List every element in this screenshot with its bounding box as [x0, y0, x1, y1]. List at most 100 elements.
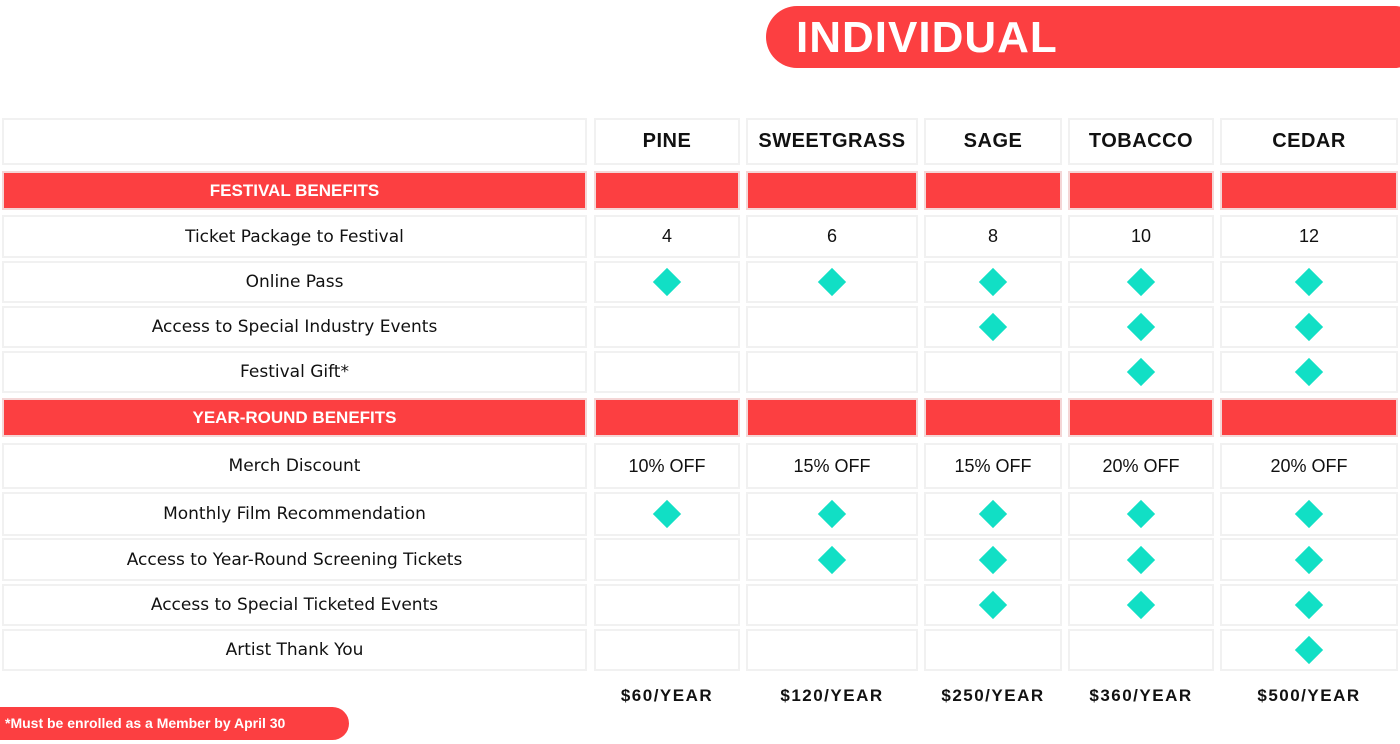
benefit-value: 6 — [826, 226, 837, 246]
benefit-value: 20% OFF — [1270, 455, 1348, 476]
section-cell — [924, 171, 1062, 210]
diamond-icon — [1126, 267, 1156, 297]
benefit-cell — [1068, 492, 1214, 536]
header-blank — [2, 118, 587, 165]
diamond-icon — [1294, 499, 1324, 529]
section-cell — [1068, 171, 1214, 210]
diamond-icon — [1294, 357, 1324, 387]
benefit-cell — [924, 584, 1062, 626]
benefit-value: 12 — [1298, 226, 1320, 246]
section-cell — [746, 171, 918, 210]
benefit-cell — [746, 261, 918, 303]
benefit-cell — [1068, 538, 1214, 581]
diamond-icon — [978, 590, 1008, 620]
benefit-cell — [1220, 538, 1398, 581]
title-banner — [766, 6, 1400, 68]
benefit-cell — [924, 538, 1062, 581]
diamond-icon — [1126, 357, 1156, 387]
benefit-cell — [924, 306, 1062, 348]
tier-price: $500/YEAR — [1257, 686, 1361, 705]
tier-price: $360/YEAR — [1089, 686, 1193, 705]
section-header: FESTIVAL BENEFITS — [2, 171, 587, 210]
diamond-icon — [817, 267, 847, 297]
benefit-cell: 10% OFF — [594, 443, 740, 489]
benefit-cell — [746, 584, 918, 626]
footnote: *Must be enrolled as a Member by April 3… — [5, 715, 286, 731]
benefit-value: 10% OFF — [628, 455, 706, 476]
benefit-label-cell: Access to Special Ticketed Events — [2, 584, 587, 626]
page-title: INDIVIDUAL MEMBERSHIPS — [796, 13, 1135, 118]
diamond-icon — [1294, 635, 1324, 665]
tier-name: SAGE — [963, 130, 1023, 152]
diamond-icon — [1126, 312, 1156, 342]
diamond-icon — [1294, 312, 1324, 342]
benefit-label: Ticket Package to Festival — [185, 226, 404, 247]
tier-price: $250/YEAR — [941, 686, 1045, 705]
benefit-cell — [924, 629, 1062, 671]
benefit-label-cell: Merch Discount — [2, 443, 587, 489]
benefit-cell — [1068, 261, 1214, 303]
diamond-icon — [817, 545, 847, 574]
benefit-value: 15% OFF — [954, 455, 1032, 476]
diamond-icon — [1126, 545, 1156, 574]
benefit-value: 15% OFF — [793, 455, 871, 476]
benefit-label-cell: Ticket Package to Festival — [2, 215, 587, 258]
benefit-cell — [594, 306, 740, 348]
section-cell — [594, 398, 740, 437]
tier-header: TOBACCO — [1068, 118, 1214, 165]
benefit-cell — [1220, 492, 1398, 536]
benefit-label-cell: Artist Thank You — [2, 629, 587, 671]
tier-price: $60/YEAR — [620, 686, 714, 705]
benefit-cell — [1220, 629, 1398, 671]
section-cell — [1220, 171, 1398, 210]
benefit-cell: 6 — [746, 215, 918, 258]
diamond-icon — [1126, 590, 1156, 620]
benefit-cell: 15% OFF — [746, 443, 918, 489]
benefit-label: Access to Special Industry Events — [151, 317, 438, 337]
benefit-cell — [746, 306, 918, 348]
benefit-label: Online Pass — [245, 272, 344, 292]
diamond-icon — [1294, 267, 1324, 297]
tier-header: CEDAR — [1220, 118, 1398, 165]
benefit-cell — [1220, 584, 1398, 626]
benefit-cell — [924, 492, 1062, 536]
benefit-label: Artist Thank You — [225, 640, 364, 660]
benefit-cell — [746, 538, 918, 581]
benefit-cell — [1068, 351, 1214, 393]
benefit-cell — [594, 629, 740, 671]
benefit-cell — [594, 584, 740, 626]
benefit-cell — [594, 351, 740, 393]
diamond-icon — [817, 499, 847, 529]
benefit-label-cell: Online Pass — [2, 261, 587, 303]
tier-header: SAGE — [924, 118, 1062, 165]
benefit-value: 4 — [661, 226, 672, 246]
benefit-cell — [1220, 261, 1398, 303]
benefit-label-cell: Access to Special Industry Events — [2, 306, 587, 348]
footnote-banner — [0, 707, 349, 740]
diamond-icon — [978, 499, 1008, 529]
section-cell — [924, 398, 1062, 437]
diamond-icon — [978, 545, 1008, 574]
benefit-label: Monthly Film Recommendation — [163, 504, 426, 524]
benefit-cell — [594, 538, 740, 581]
section-cell — [1068, 398, 1214, 437]
tier-name: TOBACCO — [1088, 130, 1194, 152]
benefit-label: Access to Special Ticketed Events — [150, 595, 439, 615]
tier-name: PINE — [642, 130, 692, 152]
benefit-cell: 15% OFF — [924, 443, 1062, 489]
diamond-icon — [1294, 545, 1324, 574]
benefit-label-cell: Festival Gift* — [2, 351, 587, 393]
section-cell — [746, 398, 918, 437]
diamond-icon — [978, 267, 1008, 297]
benefit-label: Merch Discount — [228, 456, 361, 476]
tier-name: SWEETGRASS — [758, 130, 906, 152]
benefit-cell — [594, 261, 740, 303]
diamond-icon — [652, 499, 682, 529]
benefit-cell — [746, 351, 918, 393]
benefit-value: 10 — [1130, 226, 1152, 246]
tier-header: SWEETGRASS — [746, 118, 918, 165]
diamond-icon — [652, 267, 682, 297]
benefit-cell — [594, 492, 740, 536]
benefit-cell: 12 — [1220, 215, 1398, 258]
benefit-label-cell: Access to Year-Round Screening Tickets — [2, 538, 587, 581]
